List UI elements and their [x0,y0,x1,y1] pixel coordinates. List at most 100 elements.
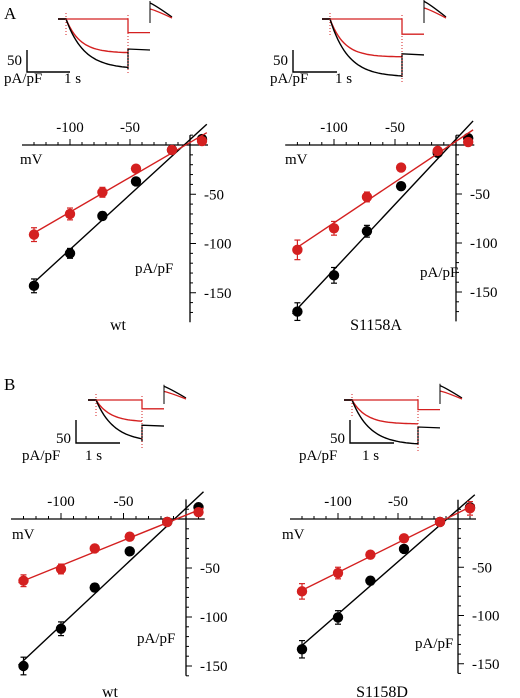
scale-bar-value: 50 [330,431,345,447]
fit-line-red [18,507,204,584]
fit-line-black [292,120,474,315]
trace-inset-3 [344,383,463,451]
y-tick-label: -100 [472,609,500,625]
data-point-red [28,229,40,240]
y-axis-label: pA/pF [420,265,458,281]
trace-black [88,399,143,440]
data-point-red [193,506,204,518]
y-tick-label: -100 [470,236,498,252]
data-point-red [432,145,443,157]
data-point-red [166,144,178,156]
data-point-red [292,244,303,256]
tail-red [149,8,173,19]
data-point-red [296,586,308,597]
x-tick-label: -100 [324,494,352,510]
iv-plot-2: -100 -50 -50 -100 -150 mV pA/pF wt [11,491,228,698]
data-point-black [130,176,142,187]
scale-bar-a-left: 50 pA/pF 1 s [4,50,81,87]
scale-bar-unit: pA/pF [22,448,60,464]
x-tick-label: -100 [56,120,84,136]
y-axis-label: pA/pF [135,261,173,277]
iv-plot-1: -100 -50 -50 -100 -150 mV pA/pF S1158A [285,120,498,334]
panel-label-b: B [4,375,15,394]
data-point-black [55,623,67,634]
y-axis-label: pA/pF [415,636,453,652]
trace-step-red [401,19,424,35]
data-point-black [28,280,40,292]
x-axis-label: mV [285,152,308,168]
scale-bar-value: 50 [7,53,22,69]
scale-bar-unit: pA/pF [4,71,42,87]
x-tick-label: -100 [320,120,348,136]
x-tick-label: -50 [120,120,140,136]
data-point-red [361,191,373,203]
tail-black [163,385,187,399]
data-point-black [18,660,29,672]
scale-bar-value: 50 [273,53,288,69]
scale-bar-unit: pA/pF [299,448,337,464]
tail-black [149,2,173,18]
scale-bar-unit: pA/pF [270,71,308,87]
data-point-black [361,226,373,237]
data-point-red [97,187,108,198]
trace-step-black [401,53,425,77]
x-tick-label: -50 [388,494,408,510]
scale-bar-time: 1 s [362,448,379,464]
y-tick-label: -50 [472,560,492,576]
data-point-red [124,531,135,542]
data-point-red [464,503,476,514]
trace-step-black [127,48,151,69]
trace-inset-1 [322,0,447,83]
panel-label-a: A [4,4,17,23]
fit-line-red [296,503,476,594]
trace-black [58,18,129,69]
plot-title: wt [102,684,119,698]
data-point-black [292,306,303,317]
fit-line-black [28,123,208,288]
current-traces [58,0,463,451]
scale-bar-b-right: 50 pA/pF 1 s [299,420,394,464]
trace-step-red [417,400,440,411]
data-point-red [328,223,340,234]
plot-title: wt [110,317,127,334]
fit-line-red [28,132,208,237]
y-tick-label: -150 [204,286,232,302]
data-point-red [196,135,208,147]
x-tick-label: -50 [114,494,134,510]
x-axis-label: mV [12,527,35,543]
iv-plot-0: -100 -50 -50 -100 -150 mV pA/pF wt [20,120,232,334]
trace-inset-0 [58,1,173,75]
scale-bar-time: 1 s [64,71,81,87]
data-point-black [365,575,376,586]
scale-bar-time: 1 s [85,448,102,464]
data-point-red [89,543,100,554]
tail-red [439,390,463,400]
tail-black [439,384,463,399]
trace-red [322,18,403,58]
y-tick-label: -50 [204,187,224,203]
tail-red [163,390,187,400]
x-axis-label: mV [282,527,305,543]
data-point-black [97,210,108,222]
x-tick-label: -100 [47,494,75,510]
y-tick-label: -100 [200,610,228,626]
iv-plots: -100 -50 -50 -100 -150 mV pA/pF wt -100 -50 -50 -10… [11,120,500,698]
trace-red [88,399,143,422]
data-point-black [124,546,135,557]
data-point-black [398,543,410,555]
data-point-black [296,644,308,655]
data-point-red [434,516,446,528]
y-tick-label: -150 [200,659,228,675]
data-point-red [365,549,376,560]
trace-red [58,18,129,54]
trace-step-red [127,19,150,34]
y-tick-label: -100 [204,237,232,253]
plot-title: S1158A [350,317,402,334]
trace-step-black [417,426,441,445]
trace-step-red [141,400,164,410]
y-tick-label: -50 [470,187,490,203]
data-point-black [64,248,76,259]
scale-bar-a-right: 50 pA/pF 1 s [270,50,352,87]
data-point-red [130,163,142,174]
scale-bar-b-left: 50 pA/pF 1 s [22,420,120,464]
